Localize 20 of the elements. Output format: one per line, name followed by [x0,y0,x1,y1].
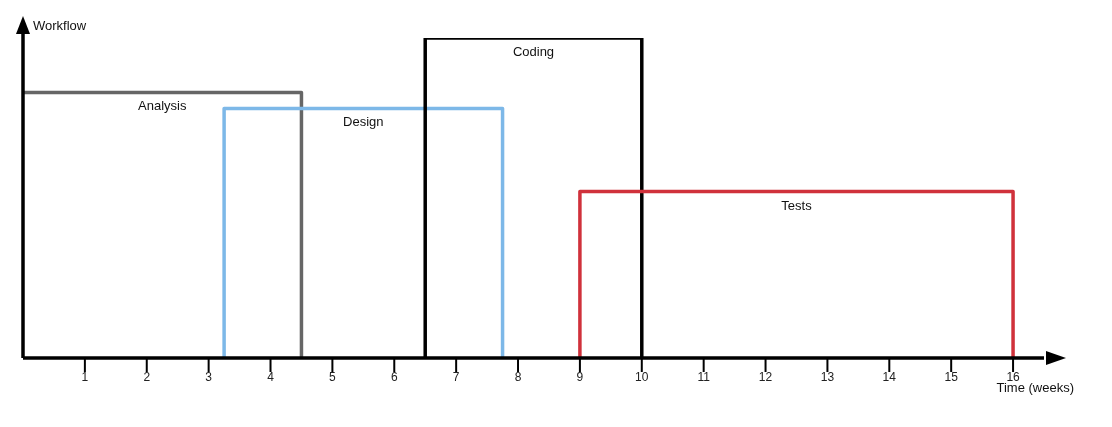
x-tick-label: 14 [882,369,897,384]
x-tick-label: 1 [81,369,89,384]
x-tick-label: 4 [267,369,275,384]
x-tick-label: 15 [944,369,959,384]
x-tick-label: 12 [758,369,773,384]
x-tick-label: 11 [697,369,711,384]
x-tick-label: 3 [205,369,213,384]
x-tick-label: 5 [329,369,337,384]
x-tick-label: 2 [143,369,151,384]
series-label: Tests [781,197,813,213]
x-tick-label: 9 [576,369,584,384]
x-tick-label: 13 [820,369,835,384]
series-label: Design [343,114,384,130]
series-label: Analysis [138,98,187,114]
x-tick-label: 6 [390,369,398,384]
y-axis-title: Workflow [33,18,87,33]
series-label: Coding [512,44,555,59]
x-tick-label: 10 [635,369,649,384]
x-tick-label: 7 [452,369,460,384]
x-tick-label: 8 [514,369,522,384]
